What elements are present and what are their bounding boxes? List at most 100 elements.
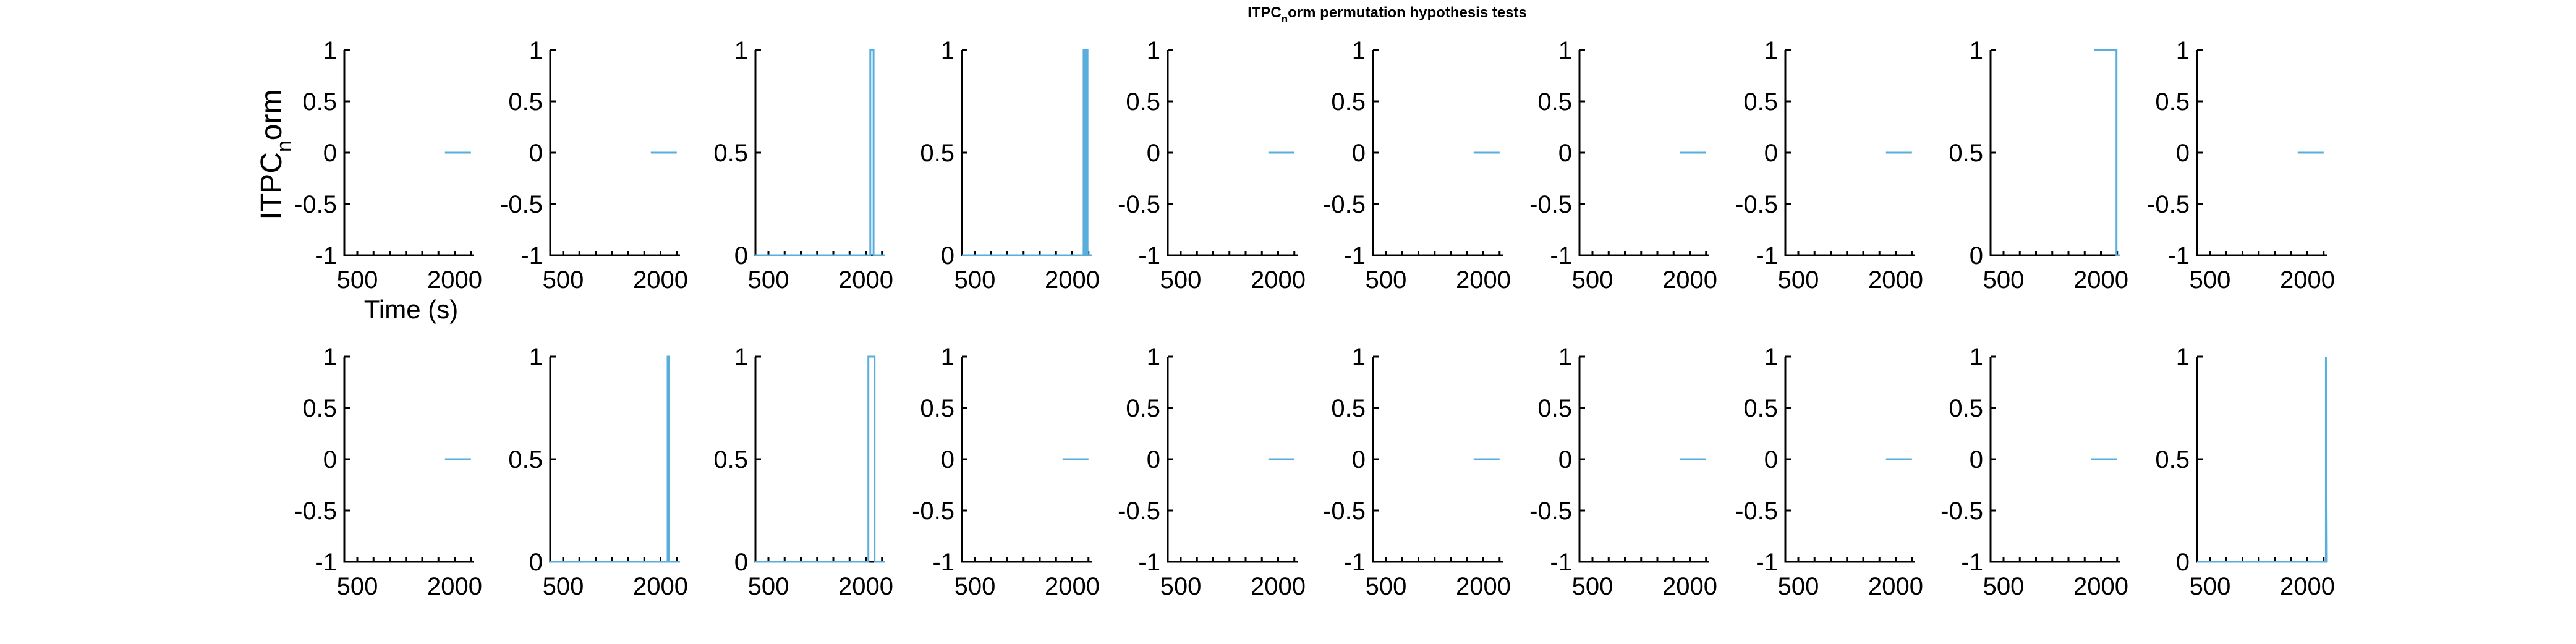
x-tick-label: 500 bbox=[1160, 266, 1202, 294]
y-tick-label: 0 bbox=[1970, 446, 1983, 473]
subplot-15: -1 -0.5 0 0.5 1 500 2000 bbox=[1118, 344, 1306, 600]
subplot-5: -1 -0.5 0 0.5 1 500 2000 bbox=[1118, 37, 1306, 294]
y-tick-label: -1 bbox=[1343, 242, 1366, 269]
y-tick-label: -1 bbox=[521, 242, 543, 269]
series-line bbox=[755, 355, 885, 563]
y-tick-label: 1 bbox=[1558, 37, 1572, 64]
y-tick-label: -0.5 bbox=[1735, 498, 1778, 525]
series-line bbox=[550, 355, 680, 563]
y-tick-label: -0.5 bbox=[1323, 191, 1366, 218]
subplot-18: -1 -0.5 0 0.5 1 500 2000 bbox=[1735, 344, 1923, 600]
y-tick-label: -1 bbox=[1138, 242, 1160, 269]
y-tick-label: 1 bbox=[323, 37, 337, 64]
y-tick-label: -0.5 bbox=[1118, 498, 1160, 525]
x-tick-label: 2000 bbox=[1045, 573, 1100, 600]
x-tick-label: 500 bbox=[1572, 266, 1613, 294]
figure-title-rest: orm permutation hypothesis tests bbox=[1288, 4, 1527, 21]
axis-frame bbox=[961, 50, 1092, 256]
y-tick-label: -1 bbox=[1550, 242, 1572, 269]
y-tick-label: 0.5 bbox=[1331, 88, 1366, 116]
y-tick-label: 0 bbox=[1558, 446, 1572, 473]
y-tick-label: 0 bbox=[2176, 549, 2190, 576]
y-tick-label: -0.5 bbox=[912, 498, 954, 525]
y-tick-label: 1 bbox=[1970, 344, 1983, 371]
x-tick-label: 2000 bbox=[1251, 573, 1306, 600]
subplot-1: -1 -0.5 0 0.5 1 500 2000 bbox=[294, 37, 482, 294]
x-tick-label: 2000 bbox=[1456, 573, 1511, 600]
y-tick-label: 0 bbox=[941, 242, 954, 269]
y-tick-label: 0.5 bbox=[302, 88, 337, 116]
y-tick-label: 0.5 bbox=[1126, 395, 1160, 422]
y-tick-label: -1 bbox=[1961, 549, 1983, 576]
subplot-20: 0 0.5 1 500 2000 bbox=[2155, 344, 2335, 600]
x-tick-label: 500 bbox=[337, 266, 378, 294]
y-axis-label: ITPCnorm bbox=[255, 90, 296, 220]
y-tick-label: -1 bbox=[1756, 549, 1778, 576]
axis-frame bbox=[2196, 357, 2327, 563]
y-tick-label: 1 bbox=[1764, 344, 1778, 371]
figure-title: ITPCnorm permutation hypothesis tests bbox=[1248, 4, 1527, 25]
y-tick-label: 0.5 bbox=[1949, 395, 1983, 422]
y-tick-label: -1 bbox=[315, 549, 337, 576]
subplot-6: -1 -0.5 0 0.5 1 500 2000 bbox=[1323, 37, 1511, 294]
subplot-4: 0 0.5 1 500 2000 bbox=[920, 37, 1100, 294]
y-tick-label: -1 bbox=[1138, 549, 1160, 576]
axis-frame bbox=[754, 50, 885, 256]
y-tick-label: -0.5 bbox=[1323, 498, 1366, 525]
y-tick-label: 0 bbox=[323, 140, 337, 167]
x-tick-label: 500 bbox=[543, 266, 584, 294]
x-tick-label: 500 bbox=[2190, 266, 2231, 294]
x-tick-label: 500 bbox=[748, 573, 789, 600]
axis-frame bbox=[1989, 50, 2120, 256]
series-line bbox=[2094, 49, 2120, 256]
y-tick-label: -1 bbox=[315, 242, 337, 269]
figure-title-main: ITPC bbox=[1248, 4, 1282, 21]
y-tick-label: 0 bbox=[2176, 140, 2190, 167]
subplot-8: -1 -0.5 0 0.5 1 500 2000 bbox=[1735, 37, 1923, 294]
x-tick-label: 500 bbox=[1160, 573, 1202, 600]
y-tick-label: 1 bbox=[1147, 344, 1160, 371]
y-tick-label: 1 bbox=[734, 37, 748, 64]
y-tick-label: -1 bbox=[2167, 242, 2190, 269]
x-tick-label: 500 bbox=[1778, 266, 1819, 294]
y-tick-label: 0 bbox=[1352, 140, 1366, 167]
y-tick-label: 1 bbox=[1558, 344, 1572, 371]
y-tick-label: 0 bbox=[529, 549, 543, 576]
x-tick-label: 2000 bbox=[1662, 266, 1717, 294]
y-tick-label: -1 bbox=[1343, 549, 1366, 576]
series-line bbox=[2197, 356, 2328, 563]
x-tick-label: 500 bbox=[2190, 573, 2231, 600]
x-tick-label: 500 bbox=[1572, 573, 1613, 600]
y-tick-label: -0.5 bbox=[2147, 191, 2190, 218]
figure-title-sub: n bbox=[1282, 13, 1288, 25]
y-tick-label: 0.5 bbox=[1743, 395, 1778, 422]
axis-frame bbox=[549, 357, 680, 563]
y-tick-label: -0.5 bbox=[294, 191, 337, 218]
x-axis-label: Time (s) bbox=[364, 295, 458, 324]
y-tick-label: 1 bbox=[1352, 37, 1366, 64]
y-axis-label-main: ITPC bbox=[255, 152, 288, 219]
x-tick-label: 500 bbox=[543, 573, 584, 600]
x-tick-label: 500 bbox=[1983, 573, 2025, 600]
y-tick-label: 1 bbox=[323, 344, 337, 371]
y-tick-label: 0.5 bbox=[713, 140, 748, 167]
y-tick-label: 0 bbox=[1764, 446, 1778, 473]
y-axis-label-rest: orm bbox=[255, 90, 288, 141]
x-tick-label: 2000 bbox=[1868, 266, 1923, 294]
y-tick-label: 0.5 bbox=[1743, 88, 1778, 116]
y-tick-label: -0.5 bbox=[1735, 191, 1778, 218]
y-tick-label: 0 bbox=[941, 446, 954, 473]
x-tick-label: 2000 bbox=[1251, 266, 1306, 294]
x-tick-label: 500 bbox=[1366, 266, 1407, 294]
subplot-13: 0 0.5 1 500 2000 bbox=[713, 344, 893, 600]
y-tick-label: 0 bbox=[323, 446, 337, 473]
y-tick-label: 1 bbox=[2176, 344, 2190, 371]
subplot-14: -1 -0.5 0 0.5 1 500 2000 bbox=[912, 344, 1100, 600]
x-tick-label: 2000 bbox=[2073, 266, 2128, 294]
x-tick-label: 500 bbox=[1983, 266, 2025, 294]
subplot-7: -1 -0.5 0 0.5 1 500 2000 bbox=[1529, 37, 1717, 294]
y-tick-label: 0 bbox=[734, 242, 748, 269]
y-tick-label: 0.5 bbox=[302, 395, 337, 422]
y-tick-label: 1 bbox=[2176, 37, 2190, 64]
